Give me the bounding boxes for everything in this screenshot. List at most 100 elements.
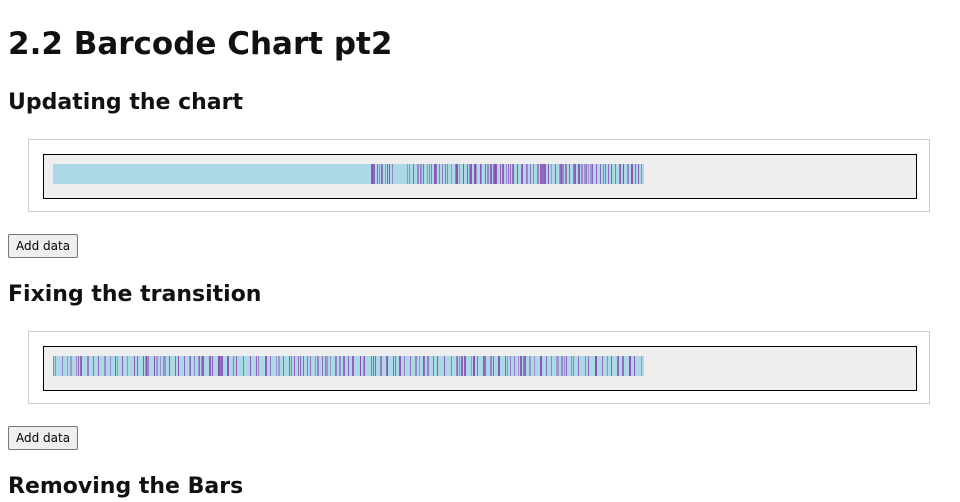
barcode-stripe: [588, 164, 589, 184]
barcode-stripe: [62, 356, 63, 376]
barcode-stripe: [409, 164, 410, 184]
barcode-stripe: [227, 356, 229, 376]
barcode-stripe: [276, 356, 277, 376]
barcode-stripe: [364, 356, 365, 376]
barcode-stripe: [70, 356, 71, 376]
barcode-stripe: [439, 164, 440, 184]
barcode-stripe: [212, 356, 213, 376]
barcode-stripe: [495, 164, 496, 184]
barcode-stripe: [381, 164, 382, 184]
barcode-stripe: [605, 164, 606, 184]
barcode-stripe: [566, 356, 567, 376]
barcode-stripe: [457, 164, 458, 184]
barcode-stripe: [500, 164, 501, 184]
barcode-stripe: [526, 164, 527, 184]
barcode-stripe: [423, 356, 424, 376]
barcode-stripe: [530, 164, 531, 184]
barcode-stripe: [392, 164, 393, 184]
barcode-stripe: [382, 164, 383, 184]
barcode-stripe: [317, 356, 319, 376]
barcode-stripe: [429, 164, 430, 184]
barcode-stripe: [542, 164, 544, 184]
barcode-stripe: [447, 164, 448, 184]
barcode-stripe: [427, 356, 428, 376]
barcode-stripe: [339, 356, 341, 376]
barcode-stripe: [459, 356, 460, 376]
barcode-chart: [43, 154, 917, 199]
barcode-stripe: [145, 356, 146, 376]
barcode-stripe: [164, 356, 166, 376]
barcode-stripe: [283, 356, 284, 376]
barcode-stripe: [431, 164, 432, 184]
barcode-stripe: [434, 164, 436, 184]
barcode-stripe: [481, 164, 482, 184]
barcode-stripe: [588, 356, 589, 376]
barcode-stripe: [585, 356, 586, 376]
barcode-stripe: [377, 164, 378, 184]
barcode-stripe: [513, 164, 514, 184]
barcode-stripe: [484, 356, 486, 376]
barcode-stripe: [596, 164, 597, 184]
barcode-stripe: [250, 356, 251, 376]
chart-panel: [28, 139, 930, 212]
barcode-stripe: [189, 356, 190, 376]
barcode-stripe: [300, 356, 301, 376]
barcode-stripe: [360, 356, 361, 376]
barcode-stripe: [146, 356, 147, 376]
barcode-stripe: [477, 356, 478, 376]
barcode-stripe: [387, 164, 388, 184]
barcode-stripe: [372, 164, 374, 184]
barcode-stripe: [336, 356, 337, 376]
barcode-stripe: [278, 356, 280, 376]
barcode-stripe: [315, 356, 316, 376]
barcode-stripe: [476, 164, 477, 184]
barcode-stripe: [270, 356, 271, 376]
barcode-stripe: [137, 356, 138, 376]
barcode-stripe: [524, 356, 525, 376]
barcode-stripe: [573, 356, 574, 376]
barcode-stripe: [93, 356, 94, 376]
barcode-stripe: [373, 356, 374, 376]
barcode-stripe: [634, 356, 635, 376]
barcode-stripe: [117, 356, 118, 376]
barcode-stripe: [475, 164, 476, 184]
barcode-stripe: [352, 356, 353, 376]
barcode-stripe: [565, 164, 567, 184]
barcode-stripe: [487, 164, 489, 184]
barcode-stripe: [520, 356, 522, 376]
barcode-stripe: [493, 356, 494, 376]
barcode-stripe: [571, 356, 572, 376]
barcode-stripe: [81, 356, 82, 376]
barcode-stripe: [427, 164, 428, 184]
barcode-stripe: [603, 164, 604, 184]
barcode-stripe: [464, 356, 465, 376]
barcode-stripe: [641, 164, 642, 184]
barcode-stripe: [202, 356, 204, 376]
barcode-stripe: [496, 164, 497, 184]
barcode-stripe: [444, 356, 445, 376]
barcode-stripe: [525, 356, 526, 376]
barcode-stripe: [330, 356, 331, 376]
barcode-stripe: [586, 164, 587, 184]
barcode-stripe: [419, 356, 420, 376]
barcode-stripe: [221, 356, 223, 376]
barcode-stripe: [424, 356, 425, 376]
add-data-button[interactable]: Add data: [8, 234, 79, 258]
barcode-stripe: [220, 356, 221, 376]
barcode-stripe: [551, 356, 552, 376]
barcode-stripe: [335, 356, 336, 376]
barcode-stripe: [618, 356, 619, 376]
barcode-stripe: [510, 356, 511, 376]
barcode-stripe: [209, 356, 211, 376]
barcode-stripe: [169, 356, 170, 376]
barcode-stripe: [156, 356, 158, 376]
barcode-stripe: [471, 356, 472, 376]
barcode-stripe: [498, 356, 500, 376]
barcode-stripe: [433, 356, 434, 376]
barcode-stripe: [555, 164, 556, 184]
barcode-stripe: [381, 356, 382, 376]
barcode-stripe: [178, 356, 179, 376]
barcode-stripe: [619, 164, 620, 184]
add-data-button[interactable]: Add data: [8, 426, 79, 450]
barcode-stripe: [533, 164, 534, 184]
